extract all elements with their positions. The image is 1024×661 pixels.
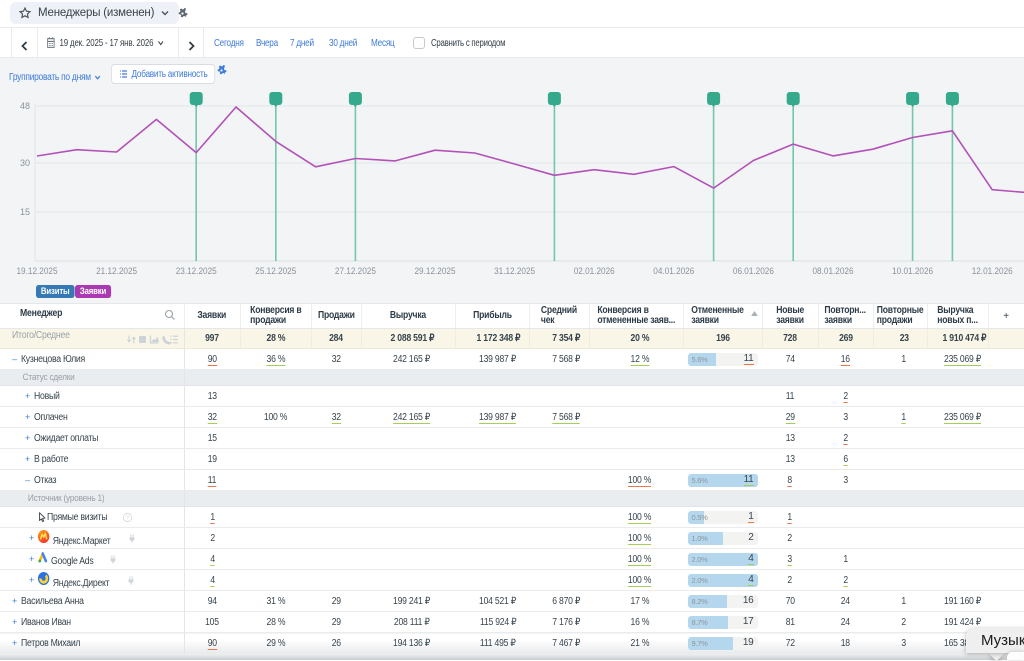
svg-text:?: ? — [126, 515, 130, 521]
